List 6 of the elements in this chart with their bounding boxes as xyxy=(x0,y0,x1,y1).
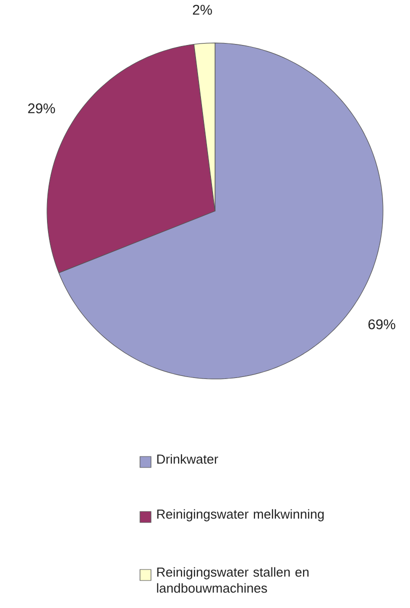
legend-label: Reinigingswater melkwinning xyxy=(157,509,324,522)
data-label: 69% xyxy=(368,319,396,330)
legend-label: Drinkwater xyxy=(157,454,218,464)
legend-label: Reinigingswater stallen en landbouwmachines xyxy=(157,567,309,593)
data-label: 29% xyxy=(28,103,55,114)
data-label: 2% xyxy=(192,4,212,15)
